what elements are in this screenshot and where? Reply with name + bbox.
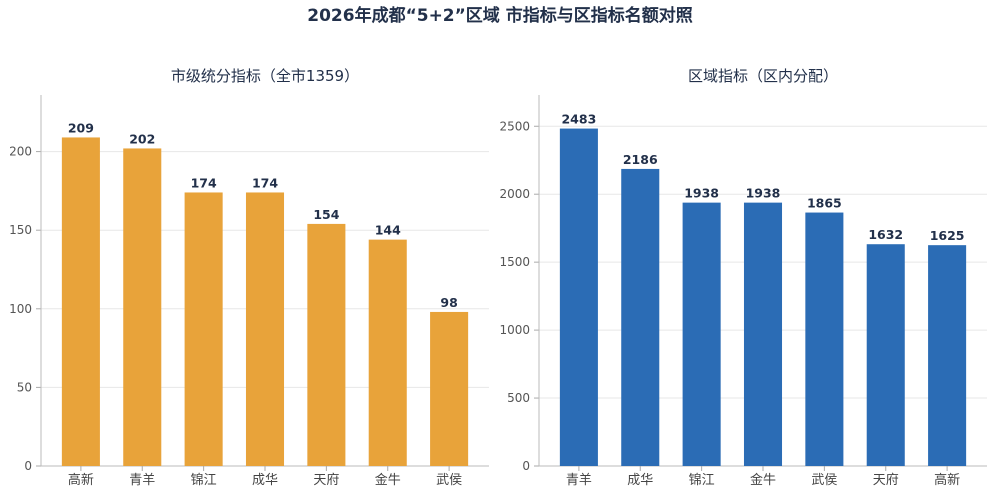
x-tick-label: 金牛 bbox=[375, 472, 401, 488]
x-tick-label: 武侯 bbox=[811, 473, 837, 488]
right-chart-panel: 区域指标（区内分配） 0 500 1000 1500 2000 2500 2483 青羊 2186… bbox=[499, 67, 987, 488]
x-tick-label: 高新 bbox=[934, 472, 960, 488]
x-tick-label: 天府 bbox=[873, 473, 899, 488]
bar-4 bbox=[307, 223, 346, 466]
bar-2 bbox=[184, 192, 223, 466]
bar-value-label: 202 bbox=[129, 131, 155, 146]
bar-value-label: 98 bbox=[440, 295, 457, 310]
y-tick-label: 50 bbox=[17, 380, 32, 394]
x-tick-label: 青羊 bbox=[129, 472, 155, 488]
chart-title: 区域指标（区内分配） bbox=[688, 67, 838, 85]
bar-value-label: 209 bbox=[68, 120, 94, 135]
x-tick-label: 武侯 bbox=[436, 473, 462, 488]
x-tick-label: 锦江 bbox=[689, 473, 715, 488]
bar-value-label: 174 bbox=[191, 175, 217, 190]
bar-value-label: 1865 bbox=[807, 196, 842, 211]
bar-value-label: 174 bbox=[252, 175, 278, 190]
y-tick-label: 0 bbox=[522, 459, 530, 473]
x-tick-label: 金牛 bbox=[750, 472, 776, 488]
bar-1 bbox=[123, 148, 162, 466]
y-tick-label: 1500 bbox=[499, 255, 530, 269]
bar-6 bbox=[430, 311, 469, 466]
bar-4 bbox=[805, 212, 844, 466]
y-tick-label: 500 bbox=[507, 391, 530, 405]
bar-1 bbox=[621, 168, 660, 466]
bar-5 bbox=[368, 239, 407, 466]
bar-value-label: 154 bbox=[313, 207, 339, 222]
y-tick-label: 100 bbox=[9, 302, 32, 316]
y-tick-label: 200 bbox=[9, 145, 32, 159]
bar-0 bbox=[61, 137, 100, 466]
bar-value-label: 2483 bbox=[561, 112, 596, 127]
left-chart-panel: 市级统分指标（全市1359） 0 50 100 150 200 209 高新 202 青羊 174 锦… bbox=[9, 67, 489, 488]
x-tick-label: 成华 bbox=[627, 473, 653, 488]
bar-5 bbox=[866, 244, 905, 466]
x-tick-label: 锦江 bbox=[191, 473, 217, 488]
y-tick-label: 2500 bbox=[499, 119, 530, 133]
x-tick-label: 高新 bbox=[68, 472, 94, 488]
bar-3 bbox=[245, 192, 285, 466]
bar-2 bbox=[682, 202, 721, 466]
chart-title: 市级统分指标（全市1359） bbox=[171, 67, 359, 85]
bar-value-label: 2186 bbox=[623, 152, 658, 167]
x-tick-label: 天府 bbox=[313, 473, 339, 488]
bar-value-label: 144 bbox=[375, 223, 401, 238]
x-tick-label: 成华 bbox=[252, 473, 278, 488]
x-tick-label: 青羊 bbox=[566, 472, 592, 488]
bar-value-label: 1632 bbox=[868, 227, 903, 242]
y-tick-label: 0 bbox=[24, 459, 32, 473]
bar-3 bbox=[743, 202, 783, 466]
y-tick-label: 2000 bbox=[499, 187, 530, 201]
bar-value-label: 1625 bbox=[930, 228, 965, 243]
figure-title: 2026年成都“5+2”区域 市指标与区指标名额对照 bbox=[307, 5, 692, 26]
bar-value-label: 1938 bbox=[746, 186, 781, 201]
bar-value-label: 1938 bbox=[684, 186, 719, 201]
bar-0 bbox=[559, 128, 598, 467]
y-tick-label: 1000 bbox=[499, 323, 530, 337]
bar-6 bbox=[928, 245, 967, 466]
y-tick-label: 150 bbox=[9, 223, 32, 237]
